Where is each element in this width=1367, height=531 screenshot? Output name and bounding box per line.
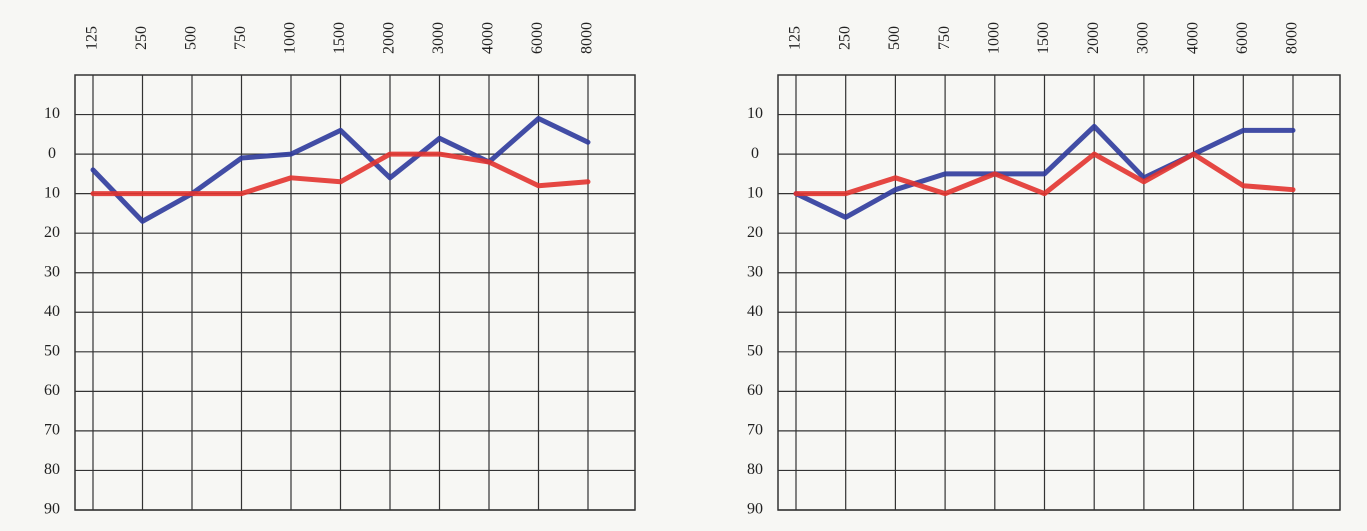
x-tick-label: 3000: [430, 22, 447, 54]
x-tick-label: 1500: [1035, 22, 1052, 54]
x-tick-label: 1000: [985, 22, 1002, 54]
y-tick-label: 50: [747, 342, 763, 359]
x-tick-label: 8000: [1284, 22, 1301, 54]
y-tick-label: 90: [44, 501, 60, 518]
series-line: [793, 123, 1296, 220]
y-tick-label: 50: [44, 342, 60, 359]
x-tick-label: 750: [232, 26, 249, 50]
x-tick-label: 2000: [1085, 22, 1102, 54]
y-tick-label: 70: [747, 422, 763, 439]
chart: 10 0 10 20 30 40 50 60 70 80 90 125 250 500 750 1000 150…: [747, 22, 1341, 518]
y-tick-label: 0: [751, 145, 759, 162]
x-tick-label: 3000: [1135, 22, 1152, 54]
x-tick-label: 125: [84, 26, 101, 50]
y-tick-label: 60: [44, 382, 60, 399]
chart: 10 0 10 20 30 40 50 60 70 80 90 125 250 500 750 1000 150…: [44, 22, 636, 518]
y-tick-label: 80: [44, 461, 60, 478]
x-tick-label: 1000: [282, 22, 299, 54]
y-tick-label: 90: [747, 501, 763, 518]
x-tick-label: 750: [936, 26, 953, 50]
x-tick-label: 250: [836, 26, 853, 50]
y-tick-label: 10: [747, 105, 763, 122]
y-tick-label: 80: [747, 461, 763, 478]
x-tick-label: 8000: [579, 22, 596, 54]
y-tick-label: 30: [747, 263, 763, 280]
x-tick-label: 4000: [480, 22, 497, 54]
y-tick-label: 40: [747, 303, 763, 320]
y-tick-label: 0: [48, 145, 56, 162]
x-tick-label: 1500: [331, 22, 348, 54]
y-tick-label: 10: [44, 184, 60, 201]
series-line: [90, 151, 591, 197]
x-tick-label: 250: [133, 26, 150, 50]
series-line: [793, 151, 1296, 197]
y-tick-label: 60: [747, 382, 763, 399]
series-line: [90, 116, 591, 224]
x-tick-label: 6000: [1234, 22, 1251, 54]
x-tick-label: 4000: [1184, 22, 1201, 54]
x-tick-label: 500: [886, 26, 903, 50]
y-tick-label: 20: [44, 224, 60, 241]
y-tick-label: 40: [44, 303, 60, 320]
x-tick-label: 125: [787, 26, 804, 50]
y-tick-label: 30: [44, 263, 60, 280]
x-tick-label: 6000: [529, 22, 546, 54]
y-tick-label: 70: [44, 422, 60, 439]
x-tick-label: 500: [183, 26, 200, 50]
x-tick-label: 2000: [381, 22, 398, 54]
y-tick-label: 20: [747, 224, 763, 241]
y-tick-label: 10: [44, 105, 60, 122]
y-tick-label: 10: [747, 184, 763, 201]
